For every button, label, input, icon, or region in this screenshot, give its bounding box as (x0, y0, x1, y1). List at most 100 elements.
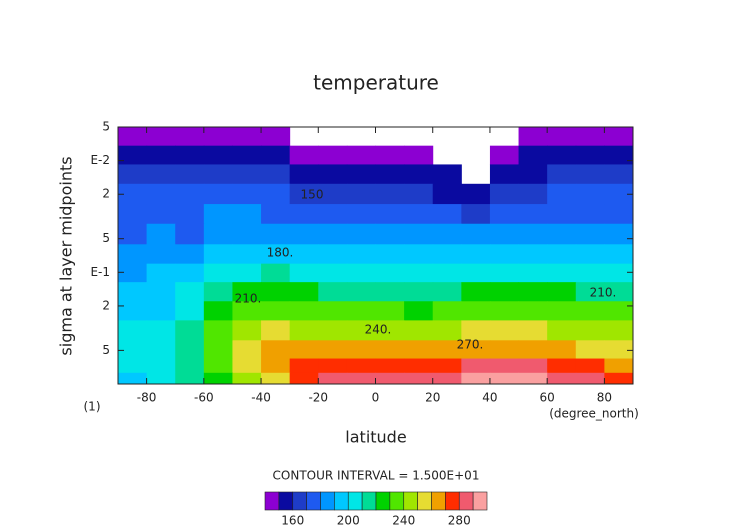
contour-cell (575, 263, 605, 283)
contour-cell (489, 320, 520, 341)
contour-cell (489, 263, 520, 283)
y-tick-label: 5 (102, 120, 110, 134)
contour-cell (232, 320, 262, 341)
contour-cell (261, 145, 291, 165)
contour-cell (118, 320, 148, 341)
contour-cell (175, 358, 205, 374)
contour-cell (604, 340, 634, 360)
contour-cell (289, 164, 319, 185)
contour-cell (318, 145, 348, 165)
contour-cell (203, 301, 233, 321)
contour-cell (346, 223, 376, 245)
contour-cell (318, 204, 348, 225)
contour-cell (232, 204, 262, 225)
contour-cell (604, 320, 634, 341)
y-tick-label: 2 (102, 187, 110, 201)
contour-cell (232, 301, 262, 321)
contour-cell (547, 145, 577, 165)
contour-cell (375, 223, 405, 245)
contour-cell (404, 145, 434, 165)
contour-cell (432, 183, 462, 205)
contour-cell (489, 358, 520, 374)
contour-cell (289, 340, 319, 360)
contour-cell (575, 223, 605, 245)
contour-cell (518, 145, 548, 165)
contour-cell (118, 358, 148, 374)
contour-cell (404, 183, 434, 205)
contour-cell (203, 183, 233, 205)
contour-cell (118, 282, 148, 302)
contour-cell (575, 204, 605, 225)
contour-cell (604, 204, 634, 225)
x-tick-label: -20 (308, 391, 328, 405)
colorbar-box (417, 491, 432, 511)
contour-cell (375, 263, 405, 283)
contour-cell (575, 301, 605, 321)
contour-cell (232, 358, 262, 374)
contour-cell (432, 358, 462, 374)
contour-cell (432, 282, 462, 302)
contour-cell (118, 164, 148, 185)
contour-cell (375, 183, 405, 205)
contour-cell (404, 358, 434, 374)
contour-cell (432, 320, 462, 341)
contour-cell (547, 183, 577, 205)
contour-cell (118, 127, 148, 147)
contour-cell (575, 164, 605, 185)
contour-cell (146, 358, 176, 374)
contour-cell (575, 340, 605, 360)
contour-cell (375, 301, 405, 321)
contour-cell (432, 223, 462, 245)
contour-cell (432, 204, 462, 225)
contour-cell (118, 204, 148, 225)
contour-cell (318, 340, 348, 360)
contour-cell (518, 164, 548, 185)
contour-cell (289, 282, 319, 302)
y-axis-label: sigma at layer midpoints (57, 156, 76, 355)
contour-cell (518, 223, 548, 245)
contour-cell (175, 145, 205, 165)
x-tick-label: 80 (597, 391, 612, 405)
contour-cell (518, 263, 548, 283)
colorbar-box (458, 491, 474, 511)
contour-cell (375, 244, 405, 265)
contour-cell (232, 223, 262, 245)
contour-cell (146, 223, 176, 245)
contour-cell (375, 340, 405, 360)
contour-cell (461, 282, 491, 302)
contour-cell (375, 320, 405, 341)
contour-cell (461, 301, 491, 321)
contour-cell (432, 164, 462, 185)
contour-cell (232, 263, 262, 283)
contour-cell (175, 282, 205, 302)
contour-cell (346, 372, 376, 385)
contour-cell (118, 301, 148, 321)
contour-cell (346, 320, 376, 341)
contour-cell (346, 145, 376, 165)
contour-cell (318, 282, 348, 302)
contour-cell (146, 301, 176, 321)
contour-label: 270. (457, 338, 484, 352)
y-tick-label: 2 (102, 298, 110, 312)
contour-cell (518, 183, 548, 205)
contour-cell (575, 372, 605, 385)
contour-cell (575, 183, 605, 205)
colorbar-box (334, 491, 349, 511)
contour-label: 180. (267, 246, 294, 260)
contour-cell (289, 244, 319, 265)
colorbar-label: 160 (281, 514, 304, 528)
contour-cell (146, 372, 176, 385)
contour-cell (518, 372, 548, 385)
y-tick-label: 5 (102, 231, 110, 245)
contour-cell (146, 320, 176, 341)
contour-cell (203, 263, 233, 283)
contour-cell (146, 263, 176, 283)
contour-cell (604, 372, 634, 385)
x-tick-label: 20 (425, 391, 440, 405)
contour-cell (203, 372, 233, 385)
contour-cell (518, 204, 548, 225)
contour-cell (261, 244, 291, 265)
contour-cell (175, 320, 205, 341)
contour-cell (404, 320, 434, 341)
contour-cell (146, 340, 176, 360)
